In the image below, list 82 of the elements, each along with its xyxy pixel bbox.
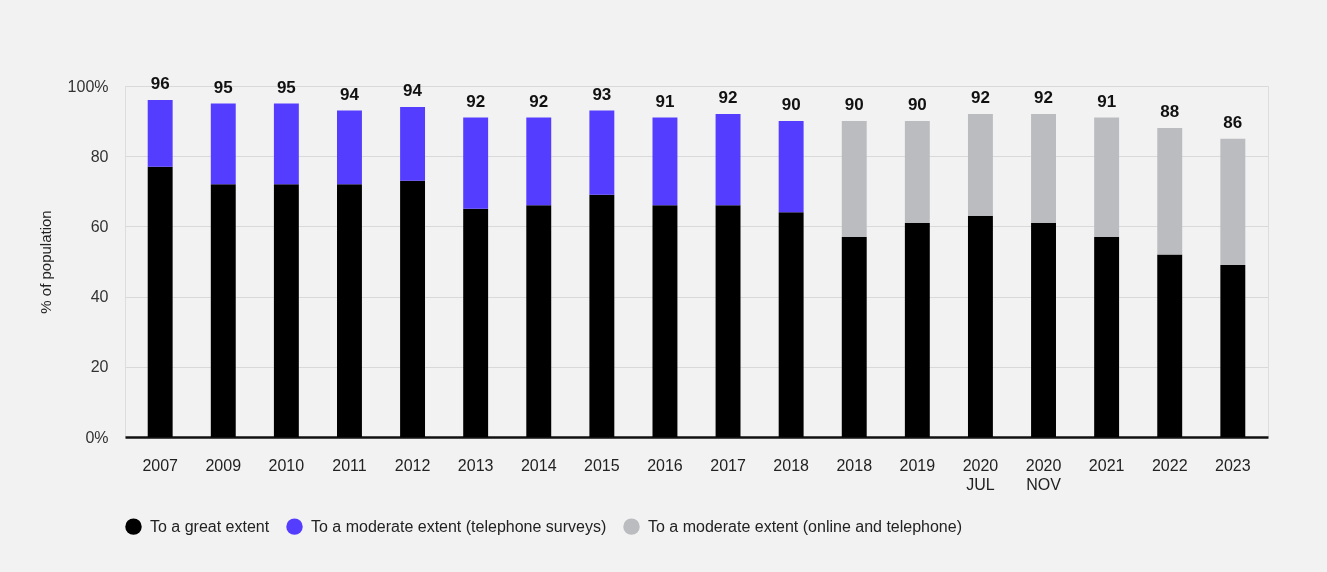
bar — [337, 184, 362, 437]
bar — [841, 236, 867, 437]
total-label: 96 — [150, 74, 170, 94]
total-label: 91 — [655, 91, 675, 111]
x-tick-label: 2019 — [899, 456, 936, 474]
x-tick-label: 2011 — [332, 456, 367, 474]
y-tick-label: 20 — [90, 358, 109, 376]
x-tick-label: 2020 JUL — [962, 456, 999, 493]
bar — [273, 103, 299, 185]
x-tick-label: 2007 — [142, 456, 179, 474]
x-tick-label: 2013 — [457, 456, 494, 474]
bar — [1094, 236, 1120, 437]
total-label: 90 — [907, 95, 927, 115]
bar — [904, 222, 930, 437]
bar — [210, 184, 236, 437]
bar — [841, 121, 867, 237]
total-label: 92 — [970, 88, 990, 108]
bar — [1157, 254, 1183, 437]
x-tick-label: 2018 — [773, 456, 810, 474]
bar — [337, 110, 362, 185]
total-label: 91 — [1097, 91, 1117, 111]
legend-label: To a great extent — [150, 517, 270, 535]
total-label: 92 — [529, 91, 549, 111]
bar — [463, 208, 489, 437]
total-label: 90 — [781, 95, 801, 115]
y-axis-title: % of population — [36, 210, 54, 314]
bar — [778, 212, 804, 437]
bar — [147, 100, 173, 167]
total-label: 92 — [1034, 88, 1053, 108]
x-tick-label: 2018 — [836, 456, 873, 474]
y-tick-label: 40 — [90, 288, 109, 306]
total-label: 92 — [466, 91, 486, 111]
bar — [526, 117, 552, 206]
total-label: 90 — [844, 95, 864, 115]
bar — [967, 215, 993, 437]
bar — [589, 110, 615, 195]
y-tick-label: 0% — [85, 428, 109, 446]
x-tick-label: 2010 — [268, 456, 305, 474]
x-tick-label: 2023 — [1215, 456, 1251, 474]
x-tick-label: 2009 — [205, 456, 242, 474]
bar — [1094, 117, 1120, 237]
bar — [400, 180, 426, 437]
x-tick-label: 2014 — [520, 456, 557, 474]
total-label: 94 — [340, 84, 360, 104]
bar — [147, 166, 173, 437]
bar — [715, 114, 741, 206]
x-tick-label: 2021 — [1088, 456, 1125, 474]
bar — [210, 103, 236, 185]
x-tick-label: 2016 — [647, 456, 683, 474]
bar — [1157, 128, 1183, 255]
total-label: 93 — [592, 84, 612, 104]
bar — [904, 121, 930, 223]
x-tick-label: 2015 — [584, 456, 620, 474]
y-tick-label: 100% — [67, 77, 109, 95]
x-tick-label: 2022 — [1151, 456, 1188, 474]
bar — [778, 121, 804, 213]
x-tick-label: 2020 NOV — [1025, 456, 1062, 493]
total-label: 95 — [276, 77, 296, 97]
legend-label: To a moderate extent (online and telephone) — [648, 517, 962, 535]
total-label: 88 — [1160, 102, 1180, 122]
total-label: 92 — [718, 88, 738, 108]
total-label: 86 — [1223, 112, 1243, 132]
x-tick-label: 2012 — [394, 456, 431, 474]
bar — [463, 117, 489, 209]
bar — [526, 205, 552, 437]
bar — [652, 117, 678, 206]
bar — [273, 184, 299, 437]
bar — [589, 194, 615, 437]
bar — [1220, 138, 1246, 266]
bar — [652, 205, 678, 437]
bar — [1031, 222, 1056, 437]
bar — [1220, 265, 1246, 437]
total-label: 94 — [403, 81, 423, 101]
bar — [400, 107, 426, 181]
y-tick-label: 60 — [90, 217, 109, 235]
bar — [967, 114, 993, 216]
bar — [1031, 114, 1056, 223]
y-tick-label: 80 — [90, 147, 109, 165]
total-label: 95 — [213, 77, 233, 97]
bar — [715, 205, 741, 437]
legend-label: To a moderate extent (telephone surveys) — [311, 517, 607, 535]
x-tick-label: 2017 — [710, 456, 746, 474]
